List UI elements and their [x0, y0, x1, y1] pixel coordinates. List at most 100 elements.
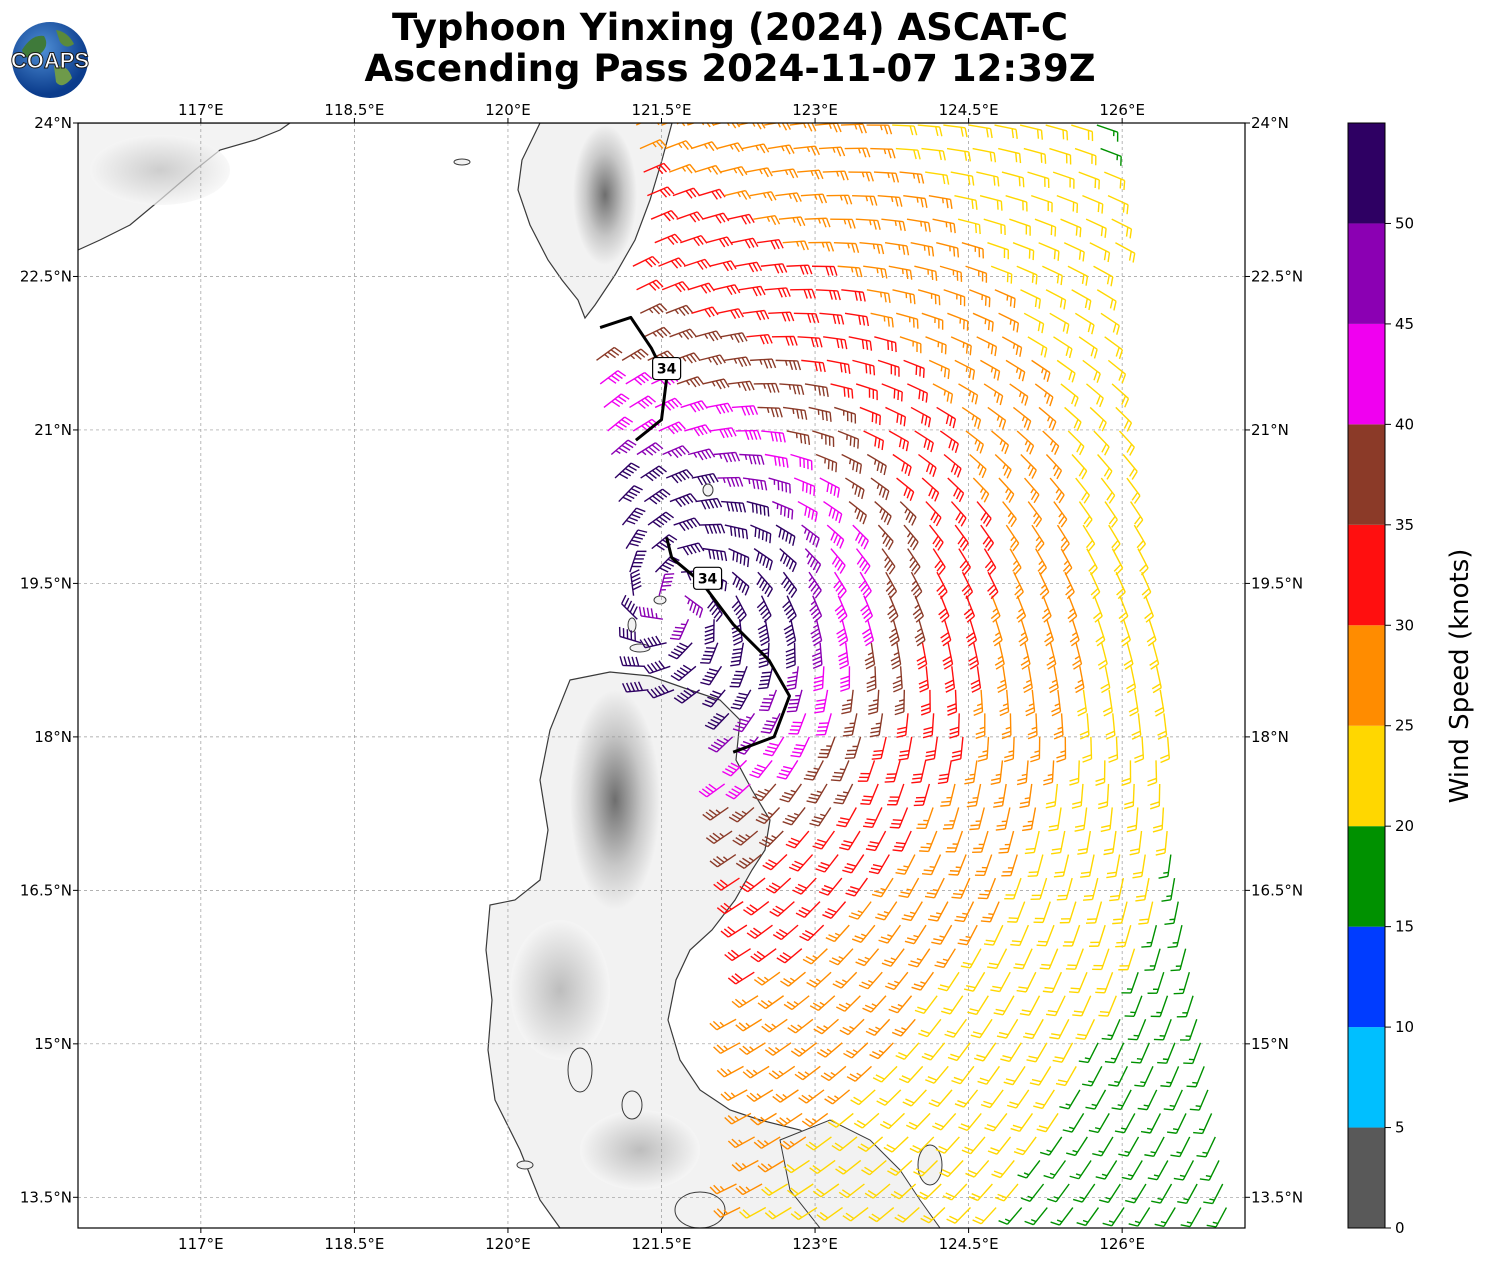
wind-barb [727, 1136, 755, 1149]
wind-barb [1101, 1018, 1121, 1041]
wind-barb [673, 517, 701, 532]
wind-barb [621, 594, 638, 620]
wind-barb [1089, 406, 1107, 432]
wind-barb [724, 948, 751, 962]
wind-barb [640, 465, 667, 482]
wind-barb [841, 453, 863, 474]
wind-barb [1115, 242, 1136, 263]
wind-barb [810, 619, 823, 647]
wind-barb [1074, 807, 1088, 832]
wind-barb [907, 383, 928, 403]
wind-barb [975, 713, 986, 739]
wind-barb [1023, 312, 1045, 334]
wind-barb [990, 595, 1001, 623]
wind-barb [1033, 1089, 1055, 1110]
wind-barb [961, 242, 984, 259]
wind-barb [916, 807, 934, 829]
wind-barb [1067, 595, 1078, 623]
wind-barb [738, 285, 766, 297]
wind-barb [954, 1089, 979, 1108]
wind-barb [835, 1159, 862, 1175]
wind-barb [1111, 1089, 1132, 1111]
wind-barb [804, 548, 822, 574]
wind-barb [786, 1183, 814, 1197]
wind-barb [1016, 265, 1038, 285]
wind-barb [836, 619, 849, 647]
wind-barb [858, 971, 883, 990]
colorbar: 0 5 10 15 20 25 30 35 40 45 50 [1347, 122, 1414, 1237]
wind-barb [947, 312, 969, 331]
wind-barb [1107, 195, 1129, 215]
wind-barb [1095, 619, 1106, 647]
wind-barb [929, 524, 944, 551]
wind-barb [809, 995, 836, 1012]
wind-barb [815, 713, 832, 736]
lon-tick-label-top: 126°E [1099, 101, 1145, 119]
wind-barb [1092, 1136, 1114, 1157]
wind-barb [1038, 406, 1057, 431]
wind-barb [735, 429, 762, 440]
wind-barb [687, 448, 716, 461]
wind-barb [906, 218, 931, 233]
wind-barb [1023, 147, 1047, 164]
lat-tick-label-left: 22.5°N [20, 267, 72, 285]
wind-barb [936, 571, 948, 599]
wind-barb [636, 279, 664, 291]
wind-barb [702, 212, 730, 224]
wind-barb [786, 264, 813, 275]
wind-barb [1034, 218, 1057, 237]
wind-barb [728, 547, 750, 568]
wind-barb [1023, 477, 1040, 504]
wind-barb [983, 383, 1004, 406]
wind-barb [994, 289, 1016, 309]
wind-barb [1078, 1042, 1099, 1064]
wind-barb [876, 1089, 902, 1106]
wind-barb [972, 830, 989, 854]
wind-barb [848, 501, 867, 525]
wind-barb [865, 1018, 891, 1036]
wind-barb [925, 336, 947, 355]
wind-barb [1036, 1113, 1059, 1133]
wind-barb [731, 405, 759, 416]
wind-barb [998, 830, 1015, 854]
wind-barb [1082, 877, 1099, 901]
wind-barb [1104, 501, 1118, 528]
wind-barb [1131, 713, 1142, 740]
wind-barb [1071, 454, 1088, 480]
wind-barb [1082, 1066, 1103, 1087]
wind-barb [857, 1136, 884, 1152]
wind-barb [857, 760, 876, 782]
wind-barb [816, 1206, 843, 1221]
wind-barb [1020, 289, 1041, 309]
wind-barb [1003, 1065, 1026, 1086]
lon-tick-label-bottom: 121.5°E [632, 1235, 692, 1253]
wind-barb [1001, 336, 1023, 357]
wind-barb [903, 194, 928, 208]
wind-barb [753, 971, 781, 986]
wind-barb [1019, 995, 1041, 1016]
land-islands [453, 158, 943, 1228]
lon-tick-label-top: 124.5°E [939, 101, 999, 119]
colorbar-tick-label: 0 [1395, 1219, 1405, 1237]
wind-barb [928, 359, 950, 379]
wind-34kt-contour: 34 34 [599, 315, 791, 754]
wind-barb [945, 830, 964, 853]
wind-barb [1043, 1160, 1067, 1180]
wind-barb [910, 571, 923, 599]
wind-barb [1144, 1136, 1165, 1158]
wind-barb [914, 995, 938, 1015]
wind-barb [793, 145, 820, 156]
wind-barb [942, 807, 960, 830]
wind-barb [665, 304, 693, 317]
wind-barb [1134, 736, 1145, 764]
wind-barb [756, 595, 772, 623]
wind-barb [1034, 383, 1054, 407]
wind-barb [709, 427, 737, 439]
wind-barb [1134, 1066, 1154, 1088]
colorbar-tick-label: 30 [1395, 616, 1414, 634]
wind-barb [742, 309, 770, 321]
wind-barb [1199, 1160, 1220, 1181]
lon-tick-label-top: 117°E [178, 101, 224, 119]
wind-barb [1059, 1089, 1081, 1110]
colorbar-tick-label: 20 [1395, 817, 1414, 835]
